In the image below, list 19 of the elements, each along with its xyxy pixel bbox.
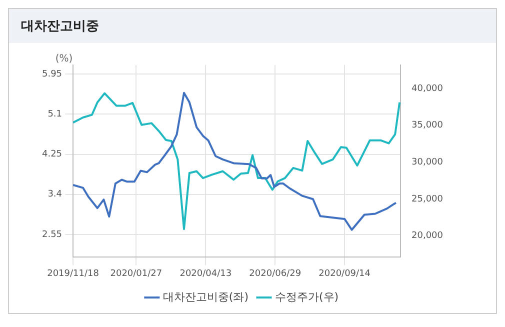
chart-title: 대차잔고비중	[9, 9, 496, 43]
x-tick-label: 2019/11/18	[47, 268, 100, 279]
x-tick-label: 2020/01/27	[110, 268, 162, 279]
y-tick-label: 2.55	[42, 230, 62, 240]
y2-tick-label: 40,000	[412, 84, 444, 94]
x-tick-label: 2020/06/29	[249, 268, 302, 279]
y-axis-title: (%)	[55, 54, 73, 65]
y-tick-label: 5.1	[48, 109, 62, 120]
y2-tick-label: 20,000	[412, 231, 444, 242]
y-tick-label: 3.4	[48, 190, 62, 200]
x-tick-label: 2020/04/13	[180, 268, 232, 279]
y2-tick-label: 30,000	[412, 158, 444, 168]
legend-label: 수정주가(우)	[275, 290, 339, 304]
x-tick-label: 2020/09/14	[318, 268, 371, 279]
y2-tick-label: 35,000	[412, 120, 444, 131]
y-tick-label: 5.95	[42, 69, 62, 80]
y-tick-label: 4.25	[42, 150, 62, 160]
y2-tick-label: 25,000	[412, 194, 444, 204]
legend-label: 대차잔고비중(좌)	[162, 290, 249, 304]
